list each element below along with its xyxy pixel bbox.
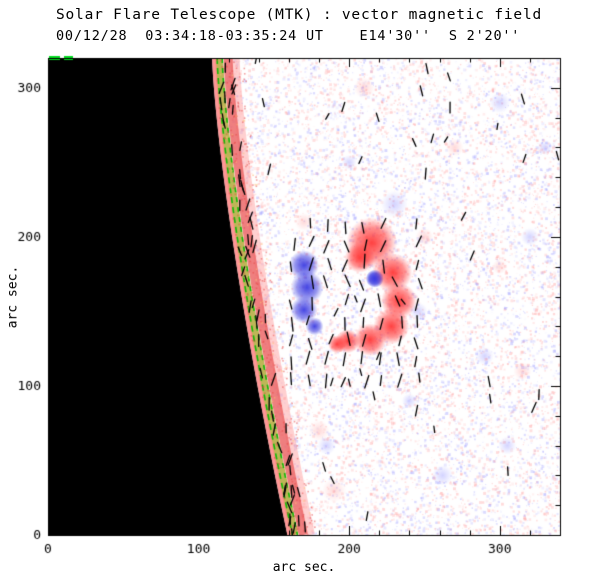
chart-subtitle: 00/12/28 03:34:18-03:35:24 UT E14'30'' S… — [56, 28, 521, 44]
y-axis-label: arc sec. — [5, 265, 21, 329]
chart-title: Solar Flare Telescope (MTK) : vector mag… — [56, 7, 543, 23]
x-axis-label: arc sec. — [272, 560, 336, 575]
